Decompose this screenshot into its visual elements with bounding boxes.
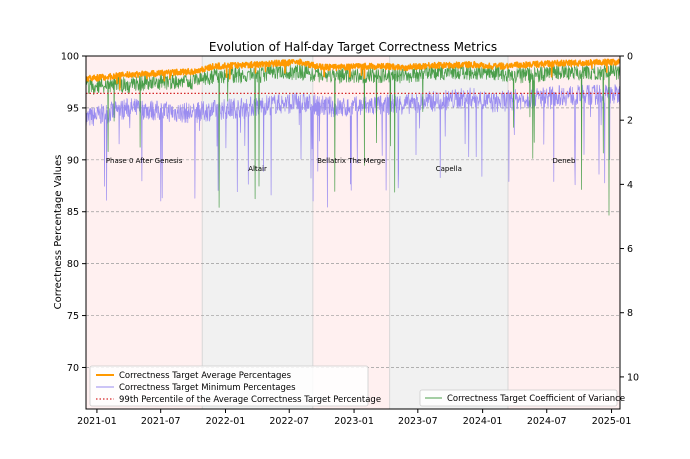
- phase-bands: [86, 56, 620, 409]
- phase-labels: Phase 0 After Genesis Altair Bellatrix The…: [106, 157, 576, 173]
- x-tick-label-6: 2024-01: [463, 416, 503, 427]
- x-tick-label-7: 2024-07: [527, 416, 567, 427]
- axes: 2021-01 2021-07 2022-01 2022-07 2023-01 2023-…: [61, 52, 639, 428]
- y-tick-label-1: 75: [67, 311, 79, 322]
- series-layer: [86, 58, 620, 216]
- series-line-1: [86, 84, 620, 208]
- legend-right: Correctness Target Coefficient of Varian…: [419, 389, 625, 407]
- y2-tick-label-2: 4: [627, 180, 633, 191]
- phase-label-1: Altair: [248, 165, 267, 173]
- series-line-3: [86, 63, 620, 216]
- y-tick-label-6: 100: [61, 52, 79, 63]
- y-tick-label-0: 70: [67, 363, 79, 374]
- x-tick-label-8: 2025-01: [592, 416, 632, 427]
- y-tick-label-5: 95: [67, 103, 79, 114]
- legend-left: Correctness Target Average Percentages Co…: [89, 365, 381, 407]
- x-tick-label-5: 2023-07: [398, 416, 438, 427]
- legend-label-1: Correctness Target Minimum Percentages: [119, 383, 296, 393]
- phase-label-2: Bellatrix The Merge: [317, 157, 385, 165]
- y2-tick-label-0: 0: [627, 52, 633, 63]
- y-tick-label-4: 90: [67, 155, 79, 166]
- legend-label-3: Correctness Target Coefficient of Varian…: [447, 394, 625, 404]
- x-tick-label-3: 2022-07: [269, 416, 309, 427]
- legend-label-2: 99th Percentile of the Average Correctne…: [119, 395, 381, 405]
- y-tick-label-2: 80: [67, 259, 79, 270]
- phase-band-3: [389, 56, 508, 409]
- y2-tick-label-1: 2: [627, 116, 633, 127]
- phase-label-4: Deneb: [553, 157, 576, 165]
- plot-frame: [85, 55, 621, 410]
- y-axis-label: Correctness Percentage Values: [53, 155, 64, 310]
- x-tick-label-0: 2021-01: [77, 416, 117, 427]
- y-tick-label-3: 85: [67, 207, 79, 218]
- legend-left-box: [89, 365, 369, 407]
- chart-title: Evolution of Half-day Target Correctness…: [209, 40, 497, 54]
- x-tick-label-2: 2022-01: [206, 416, 246, 427]
- x-tick-label-4: 2023-01: [334, 416, 374, 427]
- series-line-0: [86, 58, 620, 91]
- legend-label-0: Correctness Target Average Percentages: [119, 371, 292, 381]
- phase-label-0: Phase 0 After Genesis: [106, 157, 183, 165]
- legend-right-box: [419, 389, 618, 407]
- x-tick-label-1: 2021-07: [141, 416, 181, 427]
- y2-tick-label-3: 6: [627, 244, 633, 255]
- y2-tick-label-5: 10: [627, 372, 639, 383]
- phase-label-3: Capella: [436, 165, 462, 173]
- y2-tick-label-4: 8: [627, 308, 633, 319]
